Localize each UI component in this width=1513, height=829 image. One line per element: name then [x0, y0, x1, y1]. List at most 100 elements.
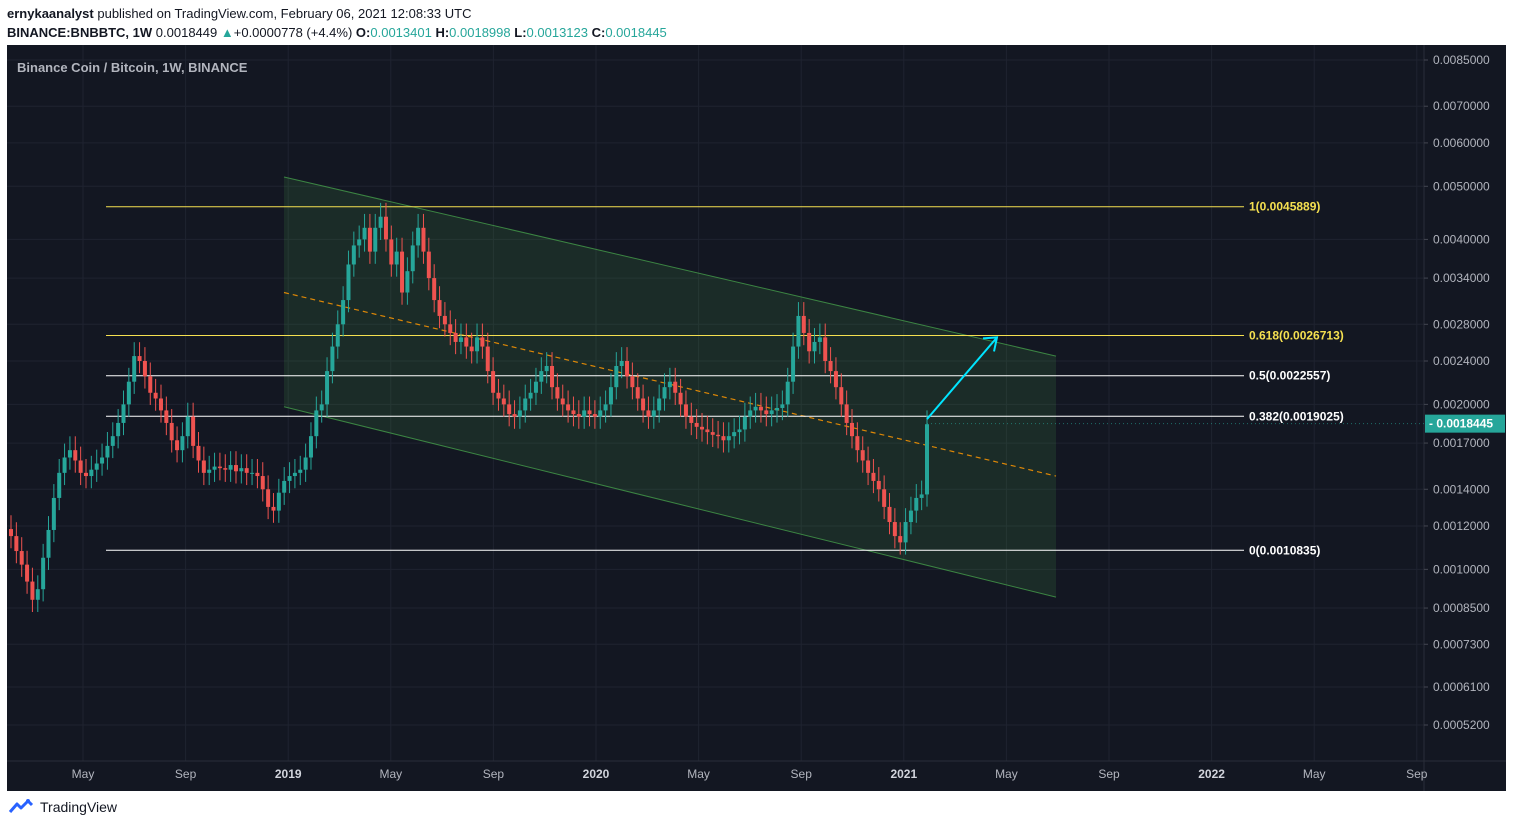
- candle-body: [576, 414, 581, 417]
- candle-body: [582, 410, 587, 417]
- candle-body: [683, 404, 688, 417]
- candle-body: [341, 300, 346, 325]
- candle-body: [898, 536, 903, 543]
- candle-body: [35, 589, 40, 600]
- candle-body: [437, 300, 442, 316]
- high-label: H:: [435, 25, 450, 40]
- candle-body: [191, 416, 196, 446]
- candle-body: [603, 404, 608, 411]
- candle-body: [314, 410, 319, 437]
- tradingview-logo-icon: [8, 799, 34, 813]
- footer-brand[interactable]: TradingView: [8, 798, 117, 816]
- candle-body: [105, 445, 110, 458]
- candle-body: [764, 410, 769, 415]
- candle-body: [523, 398, 528, 411]
- candle-body: [855, 436, 860, 451]
- fib-level-label: 0.5(0.0022557): [1249, 369, 1330, 383]
- candle-body: [351, 245, 356, 265]
- candle-body: [9, 529, 13, 537]
- candle-body: [357, 239, 362, 246]
- candle-body: [89, 469, 94, 477]
- candle-body: [73, 450, 78, 461]
- candle-body: [239, 468, 244, 472]
- candle-body: [400, 251, 405, 293]
- author-name[interactable]: ernykaanalyst: [7, 6, 94, 21]
- candle-body: [185, 416, 190, 437]
- candle-body: [678, 392, 683, 405]
- candle-body: [550, 365, 555, 388]
- candle-body: [501, 398, 506, 405]
- candle-body: [271, 506, 276, 511]
- candle-body: [319, 404, 324, 411]
- candle-body: [228, 465, 233, 470]
- time-tick-label: Sep: [1098, 767, 1120, 781]
- chart-title: Binance Coin / Bitcoin, 1W, BINANCE: [17, 60, 248, 75]
- candle-body: [742, 416, 747, 430]
- candle-body: [871, 472, 876, 481]
- candle-body: [83, 472, 88, 477]
- candle-body: [598, 410, 603, 417]
- candle-body: [448, 324, 453, 333]
- candle-body: [892, 522, 897, 537]
- candle-body: [416, 227, 421, 246]
- candle-body: [19, 551, 24, 565]
- candle-body: [721, 436, 726, 441]
- publish-info: ernykaanalyst published on TradingView.c…: [7, 6, 471, 21]
- candle-body: [46, 529, 51, 558]
- symbol-label: BINANCE:BNBBTC, 1W: [7, 25, 153, 40]
- candle-body: [608, 387, 613, 405]
- publish-date: published on TradingView.com, February 0…: [97, 6, 472, 21]
- price-tick-label: 0.0085000: [1433, 53, 1490, 67]
- candle-body: [673, 381, 678, 393]
- price-tick-label: 0.0014000: [1433, 482, 1490, 496]
- candle-body: [785, 381, 790, 405]
- candle-body: [282, 480, 287, 493]
- candle-body: [737, 429, 742, 433]
- candle-body: [485, 346, 490, 372]
- candle-body: [748, 410, 753, 417]
- candle-body: [116, 422, 121, 437]
- candle-body: [223, 468, 228, 470]
- time-tick-label: 2019: [275, 767, 302, 781]
- candle-body: [651, 410, 656, 417]
- candle-body: [158, 398, 163, 411]
- candle-body: [394, 251, 399, 265]
- time-tick-label: May: [687, 767, 710, 781]
- time-tick-label: Sep: [791, 767, 813, 781]
- candle-body: [346, 264, 351, 301]
- candle-body: [308, 436, 313, 458]
- candle-body: [587, 410, 592, 415]
- candle-body: [716, 434, 721, 437]
- candle-body: [726, 436, 731, 441]
- candle-body: [250, 472, 255, 474]
- candle-body: [180, 436, 185, 451]
- candle-body: [475, 337, 480, 352]
- candle-body: [383, 216, 388, 240]
- candle-body: [298, 469, 303, 473]
- candle-body: [705, 429, 710, 433]
- projection-arrow-head: [982, 336, 999, 352]
- candle-body: [303, 457, 308, 470]
- candle-body: [325, 371, 330, 405]
- current-price-label: - 0.0018445: [1429, 417, 1493, 431]
- time-tick-label: 2021: [890, 767, 917, 781]
- price-chart[interactable]: 1(0.0045889) 0.618(0.0026713) 0.5(0.002255…: [7, 45, 1506, 791]
- candle-body: [57, 472, 62, 498]
- candle-body: [389, 239, 394, 265]
- candle-body: [266, 489, 271, 507]
- candle-body: [469, 346, 474, 352]
- candle-body: [641, 398, 646, 411]
- candle-body: [555, 387, 560, 399]
- candle-body: [646, 410, 651, 417]
- candle-body: [496, 392, 501, 399]
- high-value: 0.0018998: [449, 25, 511, 40]
- candle-body: [908, 510, 913, 523]
- candle-body: [903, 522, 908, 543]
- chart-panel[interactable]: 1(0.0045889) 0.618(0.0026713) 0.5(0.002255…: [7, 45, 1506, 791]
- close-label: C:: [591, 25, 606, 40]
- candle-body: [121, 404, 126, 423]
- candle-body: [544, 365, 549, 372]
- candle-body: [887, 506, 892, 523]
- candle-body: [458, 337, 463, 342]
- time-tick-label: May: [379, 767, 402, 781]
